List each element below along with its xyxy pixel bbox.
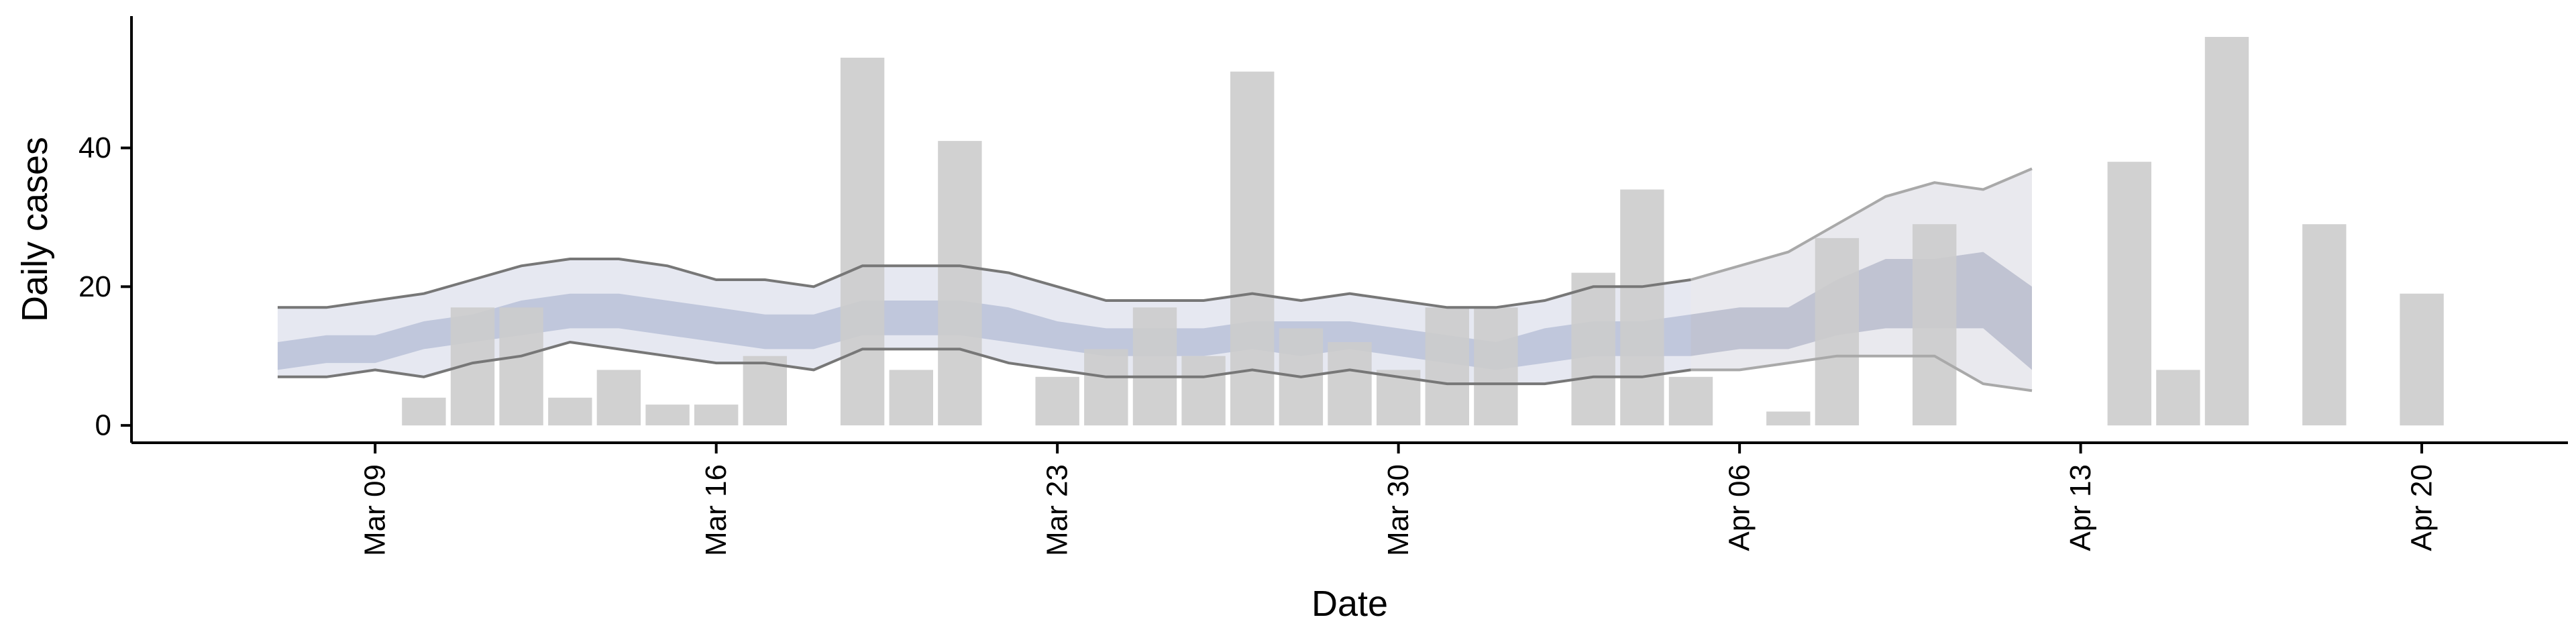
upper-line-observed bbox=[277, 258, 1691, 309]
interval-boundary-lines bbox=[277, 167, 2033, 392]
bar bbox=[743, 356, 787, 426]
bar bbox=[2156, 370, 2200, 426]
bar bbox=[694, 405, 739, 426]
inner-band-observed bbox=[277, 293, 1691, 370]
bar bbox=[2107, 162, 2151, 426]
bar bbox=[1620, 189, 1664, 426]
bar bbox=[1571, 272, 1615, 426]
x-tick-label: Apr 06 bbox=[1723, 464, 1756, 551]
x-tick-label: Mar 23 bbox=[1041, 464, 1074, 556]
bar bbox=[2302, 224, 2347, 426]
bar bbox=[889, 370, 933, 426]
y-axis-title: Daily cases bbox=[15, 137, 55, 322]
bar bbox=[499, 307, 543, 426]
daily-case-bars bbox=[402, 37, 2444, 426]
y-tick-label: 40 bbox=[78, 131, 111, 164]
y-axis-ticks: 0 20 40 bbox=[78, 131, 131, 442]
bar bbox=[1815, 237, 1860, 426]
bar bbox=[1474, 307, 1518, 426]
bar bbox=[2400, 293, 2444, 426]
y-tick-label: 0 bbox=[95, 409, 111, 442]
x-tick-label: Mar 30 bbox=[1382, 464, 1415, 556]
y-tick-label: 20 bbox=[78, 270, 111, 303]
bar bbox=[1132, 307, 1177, 426]
upper-line-forecast bbox=[1690, 167, 2033, 281]
bar bbox=[645, 405, 690, 426]
lower-line-observed bbox=[277, 340, 1691, 386]
lower-line-forecast bbox=[1690, 354, 2033, 392]
bar bbox=[1181, 356, 1226, 426]
x-axis-title: Date bbox=[1311, 584, 1388, 624]
bar bbox=[1668, 376, 1713, 426]
x-tick-label: Apr 13 bbox=[2064, 464, 2097, 551]
bar bbox=[1035, 376, 1079, 426]
bar bbox=[1328, 342, 1372, 426]
x-tick-label: Apr 20 bbox=[2406, 464, 2438, 551]
axes: Mar 09 Mar 16 Mar 23 Mar 30 Apr 06 Apr 13 Apr … bbox=[78, 16, 2568, 556]
bar bbox=[1766, 411, 1811, 426]
x-tick-label: Mar 09 bbox=[359, 464, 392, 556]
bar bbox=[596, 370, 641, 426]
bar bbox=[548, 397, 592, 426]
x-tick-label: Mar 16 bbox=[700, 464, 733, 556]
bar bbox=[938, 141, 982, 426]
bar bbox=[1913, 224, 1957, 426]
bar bbox=[402, 397, 446, 426]
bar bbox=[1425, 307, 1469, 426]
bar bbox=[2204, 37, 2249, 426]
bar bbox=[1084, 349, 1128, 426]
bar bbox=[1230, 71, 1275, 426]
x-axis-ticks: Mar 09 Mar 16 Mar 23 Mar 30 Apr 06 Apr 13 Apr … bbox=[359, 443, 2438, 556]
bar bbox=[840, 58, 885, 426]
